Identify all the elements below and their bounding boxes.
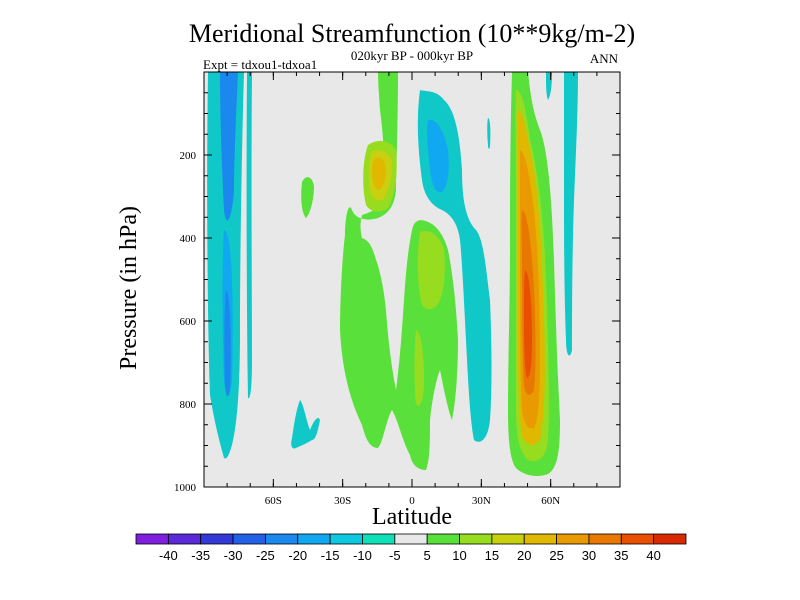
colorbar: -40 -35 -30 -25 -20 -15 -10 -5 5 10 15 20 25 30 35 40	[135, 533, 687, 563]
colorbar-swatch	[329, 533, 363, 545]
colorbar-label: 25	[549, 548, 563, 563]
colorbar-swatch	[362, 533, 396, 545]
contour-tropical-green	[340, 72, 458, 470]
colorbar-label: -10	[353, 548, 372, 563]
colorbar-swatch	[523, 533, 557, 545]
contour-sh-blue	[220, 72, 238, 221]
axis-ticks: 60S 30S 0 30N 60N 200 400 600 800 1000	[174, 72, 620, 507]
chart-subtitle-left: Expt = tdxou1-tdxoa1	[203, 57, 317, 72]
contour-tropical-orange	[372, 157, 386, 190]
colorbar-swatch	[556, 533, 590, 545]
contour-tropical-lime	[417, 230, 445, 310]
colorbar-label: -40	[159, 548, 178, 563]
colorbar-label: 40	[646, 548, 660, 563]
contour-cyan-blob	[291, 400, 320, 449]
colorbar-swatch	[426, 533, 460, 545]
chart-title: Meridional Streamfunction (10**9kg/m-2)	[189, 19, 635, 48]
colorbar-swatch	[394, 533, 428, 545]
x-tick-label: 60N	[541, 495, 560, 507]
colorbar-swatch	[200, 533, 234, 545]
contour-nh-redorange	[524, 270, 532, 378]
x-axis-label: Latitude	[372, 504, 452, 530]
colorbar-label: 10	[452, 548, 466, 563]
contour-tropical-lime-low	[414, 330, 424, 406]
colorbar-swatch	[588, 533, 622, 545]
colorbar-label: -20	[288, 548, 307, 563]
colorbar-swatch	[653, 533, 687, 545]
colorbar-swatch	[167, 533, 202, 545]
colorbar-label: -15	[321, 548, 340, 563]
colorbar-label: -5	[389, 548, 401, 563]
chart-subtitle-right: ANN	[590, 51, 619, 66]
colorbar-label: 5	[424, 548, 431, 563]
colorbar-label: 20	[517, 548, 531, 563]
contour-sh-blue-strip	[224, 290, 231, 397]
colorbar-swatch	[459, 533, 493, 545]
chart-subtitle-center: 020kyr BP - 000kyr BP	[351, 48, 473, 63]
colorbar-label: -30	[224, 548, 243, 563]
colorbar-label: 30	[582, 548, 596, 563]
y-tick-label: 200	[180, 150, 197, 162]
colorbar-label: 35	[614, 548, 628, 563]
contour-plot-area: 60S 30S 0 30N 60N 200 400 600 800 1000	[174, 71, 621, 507]
colorbar-label: 15	[485, 548, 499, 563]
contour-tropical-neg-teal-spike	[487, 118, 491, 149]
y-tick-label: 1000	[174, 482, 197, 494]
y-tick-label: 400	[180, 233, 197, 245]
y-tick-label: 600	[180, 316, 197, 328]
colorbar-swatch	[135, 533, 169, 545]
x-tick-label: 0	[409, 495, 415, 507]
contour-tropical-neg-blue	[427, 119, 449, 193]
colorbar-swatch	[491, 533, 525, 545]
colorbar-label: -35	[191, 548, 210, 563]
y-axis-label: Pressure (in hPa)	[116, 206, 142, 370]
contour-green-300	[301, 177, 314, 218]
contour-sh-cyan-thin	[246, 72, 252, 399]
contour-nh-teal-strip	[564, 72, 578, 356]
x-tick-label: 30N	[472, 495, 491, 507]
colorbar-swatch	[297, 533, 331, 545]
y-tick-label: 800	[180, 399, 197, 411]
colorbar-label: -25	[256, 548, 275, 563]
colorbar-swatch	[232, 533, 266, 545]
colorbar-swatch	[265, 533, 299, 545]
colorbar-swatch	[620, 533, 655, 545]
x-tick-label: 60S	[265, 495, 282, 507]
x-tick-label: 30S	[334, 495, 351, 507]
